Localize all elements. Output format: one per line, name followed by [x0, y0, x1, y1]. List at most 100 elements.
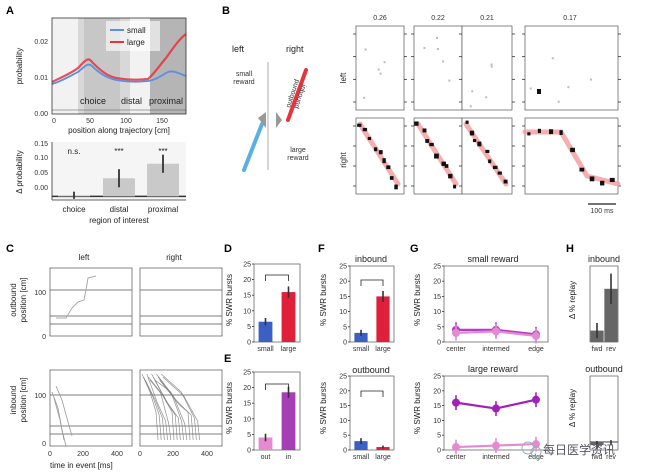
ytick-label: 10: [339, 418, 347, 425]
xtick-label: 400: [111, 451, 123, 458]
xtick-label: center: [446, 454, 466, 461]
y-axis-label: Δ probability: [15, 150, 24, 194]
xtick-label: rev: [606, 346, 616, 353]
spike-mark: [469, 105, 472, 108]
trajectory-line: [160, 373, 197, 441]
column-score: 0.22: [431, 15, 445, 22]
ytick-label: 5: [247, 432, 251, 439]
bar-small: [354, 441, 368, 450]
spike-mark: [379, 72, 382, 75]
xtick-label: small: [353, 454, 370, 461]
panel-f-inbound-bar-chart: inbound % SWR bursts *** 2520151050small…: [319, 254, 395, 353]
ytick-label: 0.15: [34, 141, 48, 148]
spike-mark: [529, 87, 532, 90]
spike-mark: [469, 130, 475, 136]
raster-frame: [413, 25, 463, 111]
sig-choice: n.s.: [68, 147, 81, 156]
spike-mark: [570, 147, 575, 153]
panel-a-delta-bar-chart: 0.15 0.10 0.05 0.00 n.s. *** *** choice …: [15, 141, 186, 225]
ytick-label: 0.00: [34, 185, 48, 192]
bar-rev: [604, 288, 618, 342]
trajectory-line: [159, 379, 194, 441]
legend-large-label: large: [127, 38, 145, 47]
panel-a-probability-plot: small large choice distal proximal 0.02 …: [15, 17, 187, 135]
significance-bracket: [360, 390, 384, 397]
y-axis-label: % SWR bursts: [413, 274, 422, 326]
spike-mark: [425, 139, 430, 143]
x-axis-label: position along trajectory [cm]: [68, 126, 170, 135]
xtick-label: 400: [201, 451, 213, 458]
xtick-label: 50: [86, 118, 94, 125]
spike-mark: [377, 68, 380, 71]
y-axis-label-outbound-2: position [cm]: [19, 278, 28, 323]
spike-mark: [600, 180, 605, 186]
ytick-label: 5: [343, 324, 347, 331]
spike-mark: [386, 165, 391, 170]
region-label-distal: distal: [121, 96, 142, 106]
ytick-label: 20: [243, 385, 251, 392]
column-label-right: right: [166, 253, 182, 262]
xtick-label: large: [281, 346, 297, 353]
column-score: 0.21: [480, 15, 494, 22]
ytick-label: 15: [339, 294, 347, 301]
xtick-label: edge: [528, 454, 544, 461]
raster-frame: [461, 25, 513, 111]
xtick-label: fwd: [592, 346, 603, 353]
ytick-label: 15: [243, 293, 251, 300]
series-point-1: [452, 328, 460, 337]
spike-mark: [436, 47, 439, 50]
panel-label-g: G: [410, 243, 419, 255]
spike-mark: [442, 60, 445, 63]
trajectory-frame: [139, 369, 223, 447]
spike-mark: [382, 158, 386, 164]
spike-mark: [434, 153, 439, 159]
left-track-junction: [258, 112, 266, 128]
bar-out: [258, 437, 273, 450]
trajectory-line: [141, 373, 159, 441]
ytick-label: 0.05: [34, 170, 48, 177]
region-label-proximal: proximal: [149, 96, 183, 106]
scalebar-label: 100 ms: [591, 208, 614, 215]
ytick-label: 15: [433, 294, 441, 301]
panel-b-schematic: left right small reward outbound inbound…: [232, 44, 348, 172]
spike-mark: [537, 89, 541, 94]
ytick-label: 0: [437, 340, 441, 347]
spike-mark: [609, 177, 615, 183]
spike-mark: [537, 128, 541, 134]
small-reward-label-1: small: [236, 71, 253, 78]
xtick-choice: choice: [62, 205, 86, 214]
panel-label-a: A: [6, 5, 14, 17]
decoded-trajectory: [522, 129, 621, 187]
schematic-left-label: left: [232, 44, 245, 54]
panel-label-c: C: [6, 243, 14, 255]
ytick-label: 20: [339, 388, 347, 395]
trajectory-line: [154, 379, 184, 441]
trajectory-line: [144, 379, 165, 441]
spike-mark: [394, 184, 398, 190]
column-score: 0.17: [563, 15, 577, 22]
chart-title: inbound: [355, 254, 387, 264]
y-axis-label-outbound-1: outbound: [9, 283, 18, 316]
watermark-text: 每日医学资讯: [543, 442, 615, 457]
spike-mark: [477, 141, 482, 147]
panel-c-trajectories: left right outbound position [cm] inboun…: [9, 253, 223, 470]
xtick-label: 150: [156, 118, 168, 125]
row-label-left: left: [339, 72, 348, 83]
row-label-right: right: [339, 151, 348, 167]
right-arm-large: [286, 68, 308, 122]
chart-title: inbound: [588, 254, 620, 264]
spike-mark: [497, 171, 502, 175]
xtick-label: 0: [52, 118, 56, 125]
xtick-distal: distal: [110, 205, 129, 214]
spike-mark: [423, 47, 426, 50]
spike-mark: [441, 161, 446, 166]
ytick-label: 25: [339, 264, 347, 271]
panel-h-inbound-bar-chart: inbound Δ % replay fwd rev: [568, 254, 620, 353]
xtick-label: large: [375, 346, 391, 353]
panel-f-outbound-bar-chart: outbound % SWR bursts *** 2520151050smal…: [319, 365, 395, 461]
spike-mark: [363, 96, 366, 99]
spike-mark: [422, 128, 427, 133]
large-reward-label-2: reward: [287, 155, 309, 162]
spike-mark: [357, 123, 362, 127]
